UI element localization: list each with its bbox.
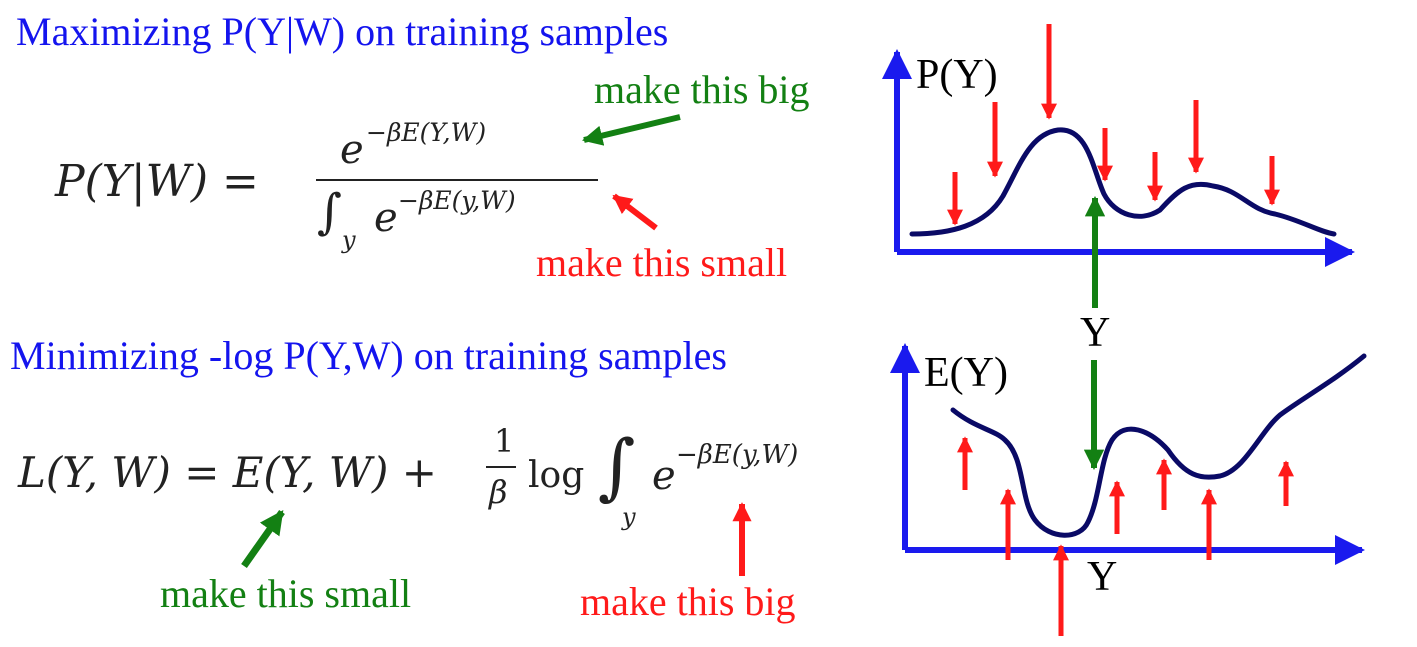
arrow-green-to-energy [241,509,285,569]
top-graph-ylabel: P(Y) [916,52,998,98]
formula-bottom-frac-bar [486,466,516,468]
annotation-make-this-small-green: make this small [160,571,412,616]
formula-bottom-integral-sign: ∫ [598,424,636,508]
formula-bottom-frac-denominator: β [489,473,508,511]
annotation-make-this-big-green: make this big [594,67,810,112]
formula-bottom-exponent: −βE(y,W) [676,440,799,470]
top-graph-red-arrows [946,24,1281,226]
formula-top-lhs: P(Y|W) = [55,156,259,207]
middle-y-label: Y [1080,310,1111,356]
formula-bottom-integral-subscript: y [622,503,636,531]
annotation-make-this-big-red: make this big [580,579,796,624]
bottom-graph-red-arrows [956,436,1295,636]
formula-bottom-base: e [652,453,676,499]
formula-top-numerator-base: e [340,127,364,173]
probability-curve [909,127,1337,237]
formula-bottom-lhs: L(Y, W) = E(Y, W) + [18,448,437,497]
formula-top-numerator-exponent: −βE(Y,W) [366,118,487,147]
bottom-graph-xlabel: Y [1087,554,1118,600]
energy-curve [950,353,1367,538]
bottom-graph-ylabel: E(Y) [924,350,1008,396]
heading-minimizing: Minimizing -log P(Y,W) on training sampl… [10,333,727,378]
formula-bottom-frac-numerator: 1 [494,422,515,460]
formula-top-integral-sign: ∫ [317,184,343,240]
heading-maximizing: Maximizing P(Y|W) on training samples [16,9,669,54]
arrow-red-to-denominator [612,193,658,231]
formula-bottom-log: log [528,455,585,496]
formula-top-denominator-exponent: −βE(y,W) [398,186,516,215]
fraction-bar [316,179,598,181]
arrow-green-to-numerator [582,114,681,146]
formula-top-denominator-base: e [374,195,398,241]
formula-top-integral-subscript: y [342,226,356,254]
annotation-make-this-small-red: make this small [536,240,788,285]
